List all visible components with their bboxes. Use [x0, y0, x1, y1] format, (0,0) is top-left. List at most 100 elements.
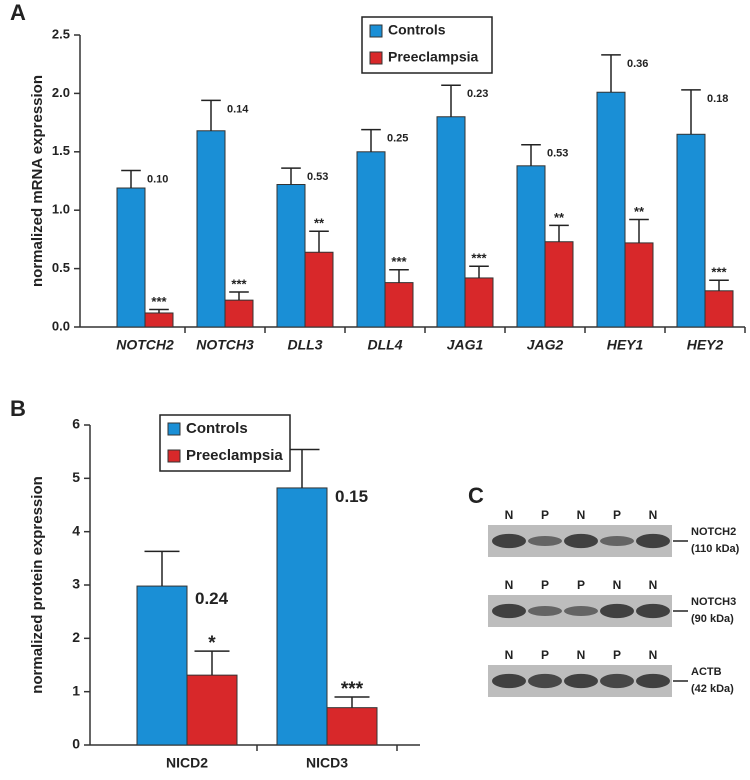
bar	[304, 251, 334, 328]
lane-label: P	[613, 648, 621, 662]
x-tick-label: NOTCH3	[196, 337, 254, 353]
y-tick-label: 1.5	[52, 143, 70, 158]
x-tick-label: NICD3	[306, 755, 348, 771]
p-value: 0.23	[467, 88, 488, 100]
legend-swatch	[369, 51, 383, 65]
p-value: 0.53	[547, 148, 568, 160]
significance: ***	[391, 254, 407, 269]
x-tick-label: JAG2	[527, 337, 564, 353]
panel-label: A	[10, 0, 26, 25]
bar	[596, 91, 626, 328]
band-name: ACTB	[691, 666, 722, 678]
error-bar	[144, 550, 180, 587]
p-value: 0.24	[195, 589, 229, 608]
bar	[436, 116, 466, 328]
error-bar	[201, 99, 221, 131]
significance: ***	[471, 251, 487, 266]
lane-label: P	[577, 578, 585, 592]
bar	[276, 184, 306, 328]
panel-label: C	[468, 483, 484, 508]
y-tick-label: 2.0	[52, 85, 70, 100]
p-value: 0.18	[707, 93, 728, 105]
blot-band	[564, 606, 598, 616]
legend-label: Preeclampsia	[186, 447, 283, 464]
lane-label: P	[613, 508, 621, 522]
error-bar	[549, 224, 569, 242]
error-bar	[361, 128, 381, 152]
significance: ***	[711, 265, 727, 280]
blot-band	[636, 603, 670, 619]
p-value: 0.14	[227, 103, 249, 115]
y-axis-title: normalized mRNA expression	[29, 75, 46, 287]
y-tick-label: 0.0	[52, 318, 70, 333]
error-bar	[601, 54, 621, 93]
y-tick-label: 0.5	[52, 260, 70, 275]
lane-label: N	[505, 508, 514, 522]
bar	[676, 133, 706, 328]
y-tick-label: 4	[72, 522, 80, 538]
error-bar	[469, 265, 489, 278]
x-tick-label: HEY1	[607, 337, 644, 353]
y-tick-label: 6	[72, 416, 80, 432]
bar	[464, 277, 494, 328]
significance: *	[208, 633, 216, 654]
blot-band	[528, 673, 562, 689]
bar	[136, 585, 188, 746]
x-tick-label: NICD2	[166, 755, 208, 771]
panel-label: B	[10, 396, 26, 421]
blot-band	[492, 603, 526, 619]
blot-band	[528, 536, 562, 546]
error-bar	[441, 84, 461, 117]
blot-band	[528, 606, 562, 616]
significance: ***	[151, 294, 167, 309]
blot-band	[636, 673, 670, 689]
lane-label: N	[613, 578, 622, 592]
band-size: (90 kDa)	[691, 613, 734, 625]
error-bar	[681, 89, 701, 135]
bar	[276, 487, 328, 746]
band-size: (110 kDa)	[691, 543, 740, 555]
error-bar	[389, 269, 409, 283]
band-name: NOTCH2	[691, 526, 736, 538]
error-bar	[629, 218, 649, 243]
lane-label: N	[577, 508, 586, 522]
y-tick-label: 2.5	[52, 26, 70, 41]
bar	[186, 674, 238, 746]
p-value: 0.15	[335, 487, 368, 506]
legend-label: Controls	[388, 22, 446, 38]
lane-label: N	[649, 648, 658, 662]
legend-swatch	[369, 24, 383, 38]
error-bar	[121, 169, 141, 189]
p-value: 0.53	[307, 171, 328, 183]
y-tick-label: 1	[72, 682, 80, 698]
bar	[116, 187, 146, 328]
x-tick-label: NOTCH2	[116, 337, 174, 353]
blot-band	[600, 536, 634, 546]
x-tick-label: JAG1	[447, 337, 484, 353]
blot-band	[564, 673, 598, 689]
bar	[196, 130, 226, 328]
lane-label: P	[541, 648, 549, 662]
bar	[544, 241, 574, 328]
error-bar	[194, 650, 230, 676]
lane-label: P	[541, 508, 549, 522]
y-axis-title: normalized protein expression	[29, 476, 46, 694]
blot-band	[492, 673, 526, 689]
blot-band	[600, 603, 634, 619]
significance: ***	[231, 276, 247, 291]
lane-label: N	[649, 508, 658, 522]
p-value: 0.25	[387, 133, 408, 145]
blot-band	[492, 533, 526, 549]
band-size: (42 kDa)	[691, 683, 734, 695]
lane-label: N	[505, 648, 514, 662]
bar	[326, 707, 378, 746]
y-tick-label: 2	[72, 629, 80, 645]
lane-label: N	[649, 578, 658, 592]
legend-box	[159, 414, 291, 472]
bar	[384, 282, 414, 328]
legend-box	[361, 16, 493, 74]
significance: ***	[341, 679, 364, 700]
legend-swatch	[167, 422, 181, 436]
x-tick-label: DLL4	[368, 337, 403, 353]
